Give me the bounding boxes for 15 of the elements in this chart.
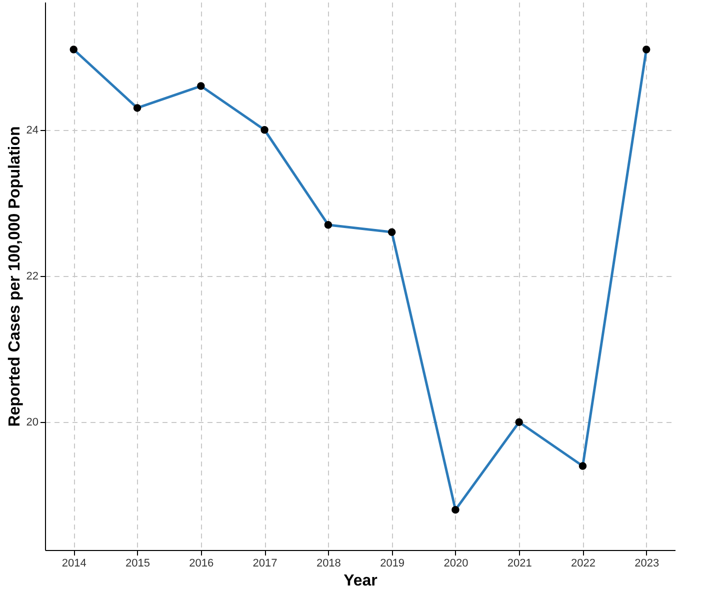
x-tick-label: 2014 — [62, 558, 86, 570]
y-tick-label: 24 — [26, 124, 38, 136]
x-tick-label: 2015 — [126, 558, 150, 570]
y-tick-label: 20 — [26, 416, 38, 429]
x-tick-label: 2020 — [444, 558, 468, 570]
x-tick-label: 2017 — [252, 558, 278, 570]
x-tick-label: 2019 — [380, 558, 405, 570]
x-tick-label: 2016 — [189, 558, 214, 570]
y-axis-title: Reported Cases per 100,000 Population — [6, 126, 24, 427]
x-tick-label: 2018 — [316, 558, 341, 570]
x-tick-label: 2022 — [570, 558, 596, 570]
y-tick-label: 22 — [26, 270, 38, 282]
x-axis-title: Year — [344, 572, 378, 590]
x-tick-label: 2021 — [507, 558, 532, 570]
x-tick-label: 2023 — [634, 558, 660, 570]
